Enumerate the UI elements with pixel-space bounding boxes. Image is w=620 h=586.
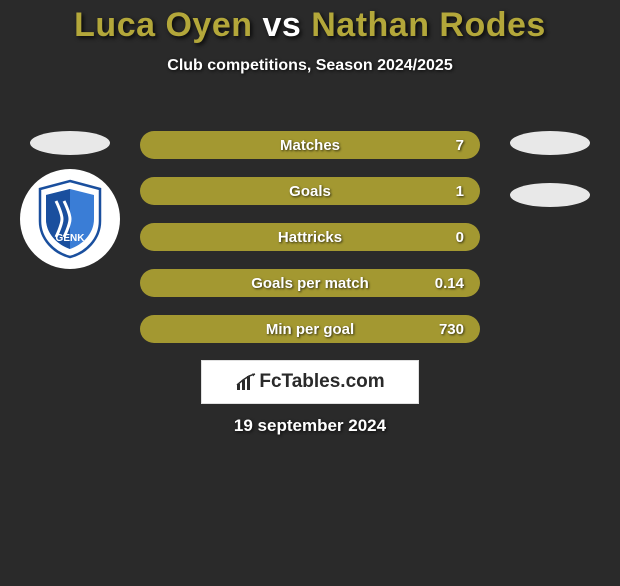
stats-panel: Matches 7 Goals 1 Hattricks 0 Goals per match 0… — [140, 131, 480, 361]
stat-bar: Goals per match 0.14 — [140, 269, 480, 297]
footer-brand-box: FcTables.com — [201, 360, 419, 404]
page-title: Luca Oyen vs Nathan Rodes — [0, 6, 620, 45]
player1-avatar-placeholder — [30, 131, 110, 155]
stat-label: Matches — [280, 137, 340, 154]
stat-label: Min per goal — [266, 321, 354, 338]
stat-label: Goals per match — [251, 275, 369, 292]
svg-text:GENK: GENK — [56, 233, 86, 244]
stat-value: 0 — [456, 229, 464, 246]
player2-avatar-top — [510, 131, 590, 155]
stat-value: 730 — [439, 321, 464, 338]
player1-club-badge: GENK — [20, 169, 120, 269]
player1-column: GENK — [20, 131, 120, 269]
title-player2: Nathan Rodes — [311, 6, 546, 44]
stat-bar: Hattricks 0 — [140, 223, 480, 251]
chart-icon — [235, 373, 257, 391]
stat-value: 1 — [456, 183, 464, 200]
stat-label: Hattricks — [278, 229, 342, 246]
player2-avatar-bottom — [510, 183, 590, 207]
title-vs: vs — [262, 6, 301, 44]
stat-label: Goals — [289, 183, 331, 200]
title-player1: Luca Oyen — [74, 6, 252, 44]
stat-bar: Matches 7 — [140, 131, 480, 159]
stat-value: 7 — [456, 137, 464, 154]
stat-bar: Min per goal 730 — [140, 315, 480, 343]
stat-value: 0.14 — [435, 275, 464, 292]
subtitle: Club competitions, Season 2024/2025 — [0, 57, 620, 75]
stat-bar: Goals 1 — [140, 177, 480, 205]
player2-column — [500, 131, 600, 207]
footer-brand-text: FcTables.com — [259, 371, 384, 393]
genk-shield-icon: GENK — [36, 179, 104, 259]
date-text: 19 september 2024 — [0, 416, 620, 436]
